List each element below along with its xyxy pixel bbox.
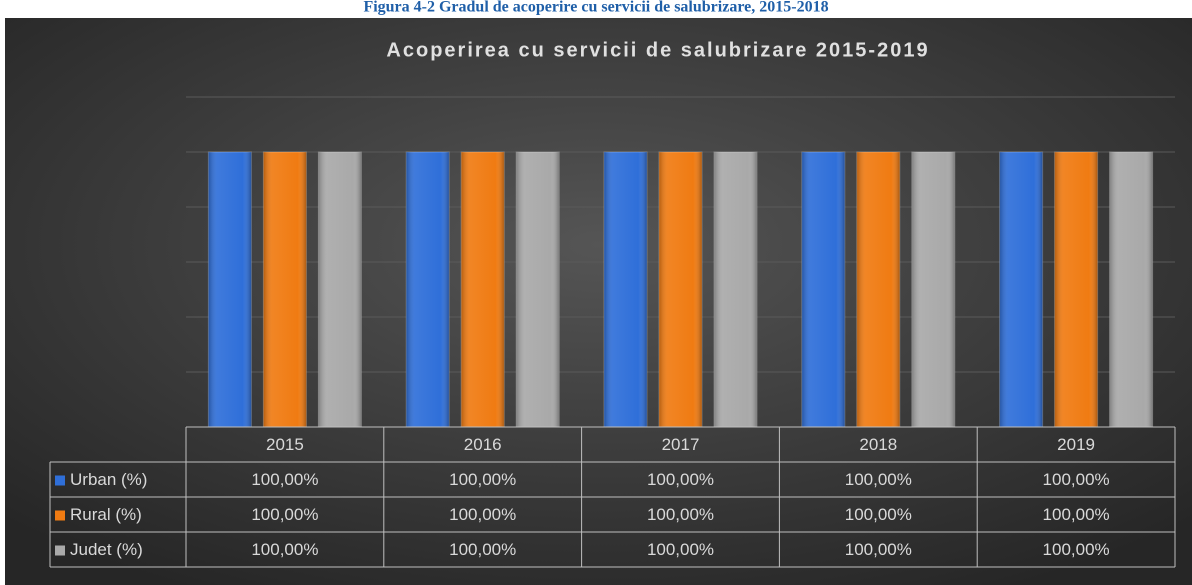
- x-tick-label: 2018: [859, 435, 897, 454]
- bar: [1109, 151, 1154, 428]
- x-tick-label: 2015: [266, 435, 304, 454]
- data-label: 100,00%: [1043, 505, 1110, 524]
- bar: [713, 151, 758, 428]
- chart-title: Acoperirea cu servicii de salubrizare 20…: [386, 39, 929, 61]
- data-label: 100,00%: [1043, 470, 1110, 489]
- bar: [911, 151, 956, 428]
- data-label: 100,00%: [251, 540, 318, 559]
- bar: [801, 151, 846, 428]
- legend-label: Urban (%): [70, 470, 147, 489]
- bar: [856, 151, 901, 428]
- data-label: 100,00%: [845, 540, 912, 559]
- data-label: 100,00%: [1043, 540, 1110, 559]
- legend-swatch: [55, 545, 65, 556]
- bar: [207, 151, 252, 428]
- data-label: 100,00%: [845, 505, 912, 524]
- bar: [262, 151, 307, 428]
- data-label: 100,00%: [449, 540, 516, 559]
- x-tick-label: 2016: [464, 435, 502, 454]
- data-label: 100,00%: [647, 470, 714, 489]
- data-label: 100,00%: [251, 505, 318, 524]
- bar: [603, 151, 648, 428]
- x-tick-label: 2017: [662, 435, 700, 454]
- bar: [460, 151, 505, 428]
- data-label: 100,00%: [647, 540, 714, 559]
- bar: [658, 151, 703, 428]
- bar: [405, 151, 450, 428]
- legend-swatch: [55, 475, 65, 486]
- bar: [1054, 151, 1099, 428]
- data-label: 100,00%: [449, 470, 516, 489]
- legend-label: Rural (%): [70, 505, 142, 524]
- bar: [317, 151, 362, 428]
- x-tick-label: 2019: [1057, 435, 1095, 454]
- bar: [999, 151, 1044, 428]
- legend-swatch: [55, 510, 65, 521]
- bar: [515, 151, 560, 428]
- data-label: 100,00%: [251, 470, 318, 489]
- data-label: 100,00%: [449, 505, 516, 524]
- chart-background: [5, 18, 1192, 585]
- caption: Figura 4-2 Gradul de acoperire cu servic…: [363, 0, 828, 16]
- data-label: 100,00%: [845, 470, 912, 489]
- legend-label: Judet (%): [70, 540, 143, 559]
- data-label: 100,00%: [647, 505, 714, 524]
